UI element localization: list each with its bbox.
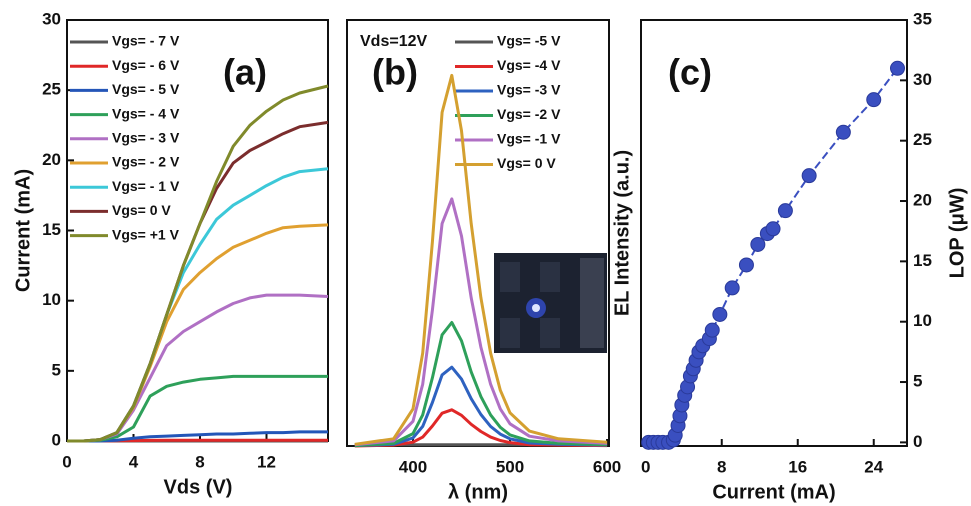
x-tick-label: 24	[864, 457, 883, 476]
legend-label: Vgs= -1 V	[497, 131, 561, 147]
data-point	[890, 60, 905, 76]
legend-label: Vgs= - 7 V	[112, 33, 180, 49]
x-tick-label: 8	[195, 452, 204, 471]
series-line	[67, 120, 329, 443]
x-tick-label: 0	[62, 452, 71, 471]
series-line	[354, 408, 608, 448]
series-line	[354, 365, 608, 448]
x-tick-label: 400	[399, 457, 427, 476]
y2-tick-label: 10	[913, 311, 932, 330]
y-tick-label: 20	[42, 150, 61, 169]
legend-label: Vgs= 0 V	[112, 202, 171, 218]
series-line	[67, 223, 329, 443]
x-tick-label: 4	[129, 452, 139, 471]
y-tick-label: 0	[52, 430, 61, 449]
y2-tick-label: 15	[913, 251, 932, 270]
panel-label: (c)	[668, 52, 712, 93]
y-tick-label: 5	[52, 360, 61, 379]
series-line	[354, 73, 608, 446]
y-tick-label: 15	[42, 220, 61, 239]
y-tick-label: 25	[42, 80, 61, 99]
legend-label: Vgs= -4 V	[497, 57, 561, 73]
y-axis-label: EL Intensity (a.u.)	[611, 150, 633, 316]
legend-label: Vgs= -2 V	[497, 106, 561, 122]
x-tick-label: 500	[496, 457, 524, 476]
legend-label: Vgs= - 5 V	[112, 81, 180, 97]
data-point	[704, 322, 720, 338]
data-point	[724, 280, 740, 296]
y2-tick-label: 0	[913, 432, 922, 451]
data-point	[750, 236, 766, 252]
y2-tick-label: 25	[913, 130, 932, 149]
data-point	[765, 221, 781, 237]
series-line	[354, 197, 608, 447]
panel-label: (a)	[223, 52, 267, 93]
series-line	[67, 167, 329, 443]
x-axis-label: λ (nm)	[448, 481, 508, 503]
data-point	[835, 124, 851, 140]
panel-label: (b)	[372, 52, 418, 93]
series-line	[67, 430, 328, 443]
y2-tick-label: 5	[913, 372, 922, 391]
x-tick-label: 0	[641, 457, 650, 476]
data-point	[712, 306, 728, 322]
inset-photo	[494, 253, 607, 353]
y2-tick-label: 35	[913, 9, 932, 28]
legend-label: Vgs= +1 V	[112, 226, 180, 242]
legend-label: Vgs= 0 V	[497, 155, 556, 171]
legend-label: Vgs= - 1 V	[112, 178, 180, 194]
annotation: Vds=12V	[360, 33, 427, 50]
legend-label: Vgs= - 3 V	[112, 130, 180, 146]
x-tick-label: 600	[593, 457, 621, 476]
series-line	[354, 321, 608, 448]
x-tick-label: 8	[717, 457, 726, 476]
legend-label: Vgs= -5 V	[497, 33, 561, 49]
legend-label: Vgs= -3 V	[497, 82, 561, 98]
legend-label: Vgs= - 2 V	[112, 154, 180, 170]
y-tick-label: 30	[42, 9, 61, 28]
series-line	[67, 374, 328, 443]
y2-axis-label: LOP (μW)	[946, 188, 968, 279]
y2-tick-label: 30	[913, 70, 932, 89]
data-point	[777, 203, 793, 219]
series-line	[67, 84, 329, 443]
x-axis-label: Vds (V)	[164, 476, 233, 498]
y-axis-label: Current (mA)	[12, 169, 34, 292]
data-point	[801, 168, 817, 184]
x-tick-label: 12	[257, 452, 276, 471]
series-line	[67, 293, 329, 443]
data-point	[738, 257, 754, 273]
y-tick-label: 10	[42, 290, 61, 309]
legend-label: Vgs= - 6 V	[112, 57, 180, 73]
y2-tick-label: 20	[913, 191, 932, 210]
x-axis-label: Current (mA)	[712, 481, 835, 503]
legend-label: Vgs= - 4 V	[112, 105, 180, 121]
plot-frame	[640, 19, 908, 447]
x-tick-label: 16	[788, 457, 807, 476]
data-point	[866, 92, 882, 108]
